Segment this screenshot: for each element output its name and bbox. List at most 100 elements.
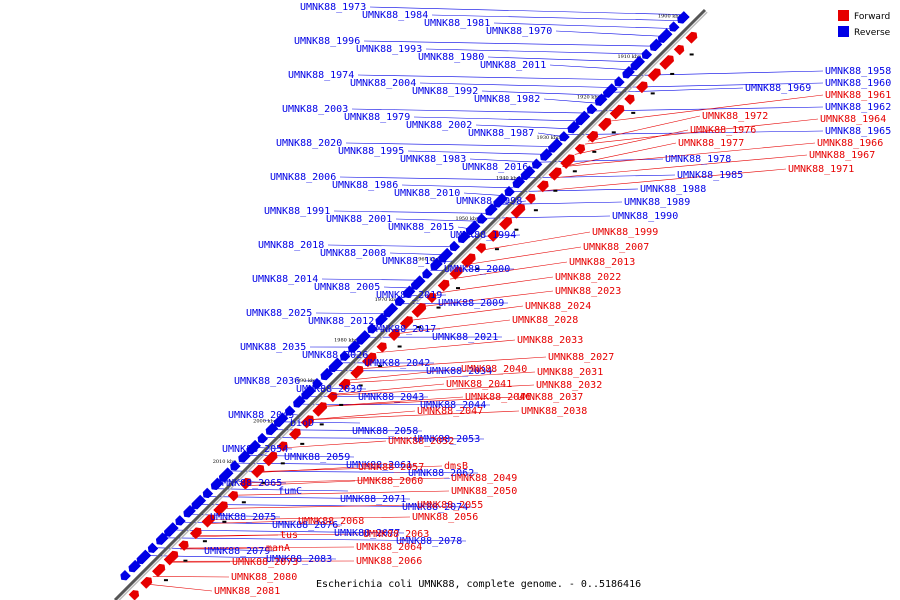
reverse-gene-label: UMNK88_2000 (444, 264, 510, 275)
gene-leader-line (376, 339, 516, 353)
forward-gene-label: UMNK88_2050 (451, 486, 517, 497)
forward-gene-label: dmsB (444, 461, 468, 472)
minor-feature (358, 384, 363, 387)
forward-gene (548, 167, 562, 181)
forward-gene-label: UMNK88_2055 (417, 500, 483, 511)
reverse-gene-label: UMNK88_2083 (266, 554, 332, 565)
minor-feature (319, 423, 324, 426)
forward-gene-label: UMNK88_2064 (356, 542, 422, 553)
reverse-gene (383, 302, 399, 318)
forward-gene-label: UMNK88_2028 (512, 315, 578, 326)
reverse-gene (339, 350, 351, 361)
forward-gene-label: UMNK88_2081 (214, 586, 280, 597)
forward-gene-label: UMNK88_2073 (232, 557, 298, 568)
reverse-gene (120, 569, 131, 581)
minor-feature (339, 403, 344, 406)
reverse-gene-label: UMNK88_1974 (288, 70, 354, 81)
gene-leader-line (587, 115, 701, 142)
forward-gene (659, 55, 674, 70)
minor-feature (475, 267, 480, 270)
forward-gene-label: UMNK88_2023 (555, 286, 621, 297)
gene-leader-line (413, 116, 580, 122)
forward-gene (487, 230, 500, 242)
minor-feature (650, 92, 655, 95)
legend-forward-label: Forward (854, 12, 890, 22)
forward-gene-label: UMNK88_2007 (583, 242, 649, 253)
gene-leader-line (481, 90, 606, 96)
genome-track: 1900 kbp 1910 kbp 1920 kbp 1930 kbp 1940 kbp… (113, 8, 708, 600)
gene-leader-line (205, 520, 297, 524)
gene-leader-line (281, 440, 387, 449)
gene-leader-line (322, 396, 516, 407)
reverse-gene (202, 487, 214, 499)
reverse-gene-label: UMNK88_1978 (665, 154, 731, 165)
minor-feature (378, 364, 383, 367)
gene-leader-line (209, 516, 411, 521)
reverse-gene (602, 83, 618, 98)
reverse-gene-label: UMNK88_1980 (418, 52, 484, 63)
forward-gene (673, 44, 685, 56)
reverse-gene-label: UMNK88_1969 (745, 83, 811, 94)
forward-gene (189, 527, 202, 540)
scale-tick-label: 1900 kbp (658, 14, 682, 20)
scale-tick-label: 2000 kbp (253, 418, 277, 424)
forward-gene (510, 203, 526, 219)
reverse-gene (410, 275, 426, 290)
reverse-gene (136, 549, 152, 565)
reverse-gene (531, 158, 543, 169)
reverse-gene-label: UMNK88_1983 (400, 154, 466, 165)
forward-gene (475, 243, 487, 254)
reverse-gene-label: UMNK88_2034 (426, 366, 492, 377)
reverse-gene-label: UMNK88_2025 (246, 308, 312, 319)
forward-gene (586, 130, 599, 143)
reverse-gene-label: UMNK88_2019 (376, 290, 442, 301)
gene-leader-line (551, 154, 808, 179)
reverse-gene (465, 220, 481, 236)
reverse-gene-label: UMNK88_1981 (424, 18, 490, 29)
scale-tick-label: 1910 kbp (617, 54, 641, 60)
gene-leader-line (478, 231, 591, 252)
reverse-gene (422, 268, 433, 279)
reverse-gene (175, 515, 186, 526)
gene-leader-line (608, 87, 744, 93)
forward-gene-label: UMNK88_2049 (451, 473, 517, 484)
gene-leader-line (333, 384, 535, 396)
reverse-gene-label: UMNK88_2076 (272, 520, 338, 531)
forward-gene (300, 415, 314, 429)
minor-feature (611, 131, 616, 134)
gene-leader-line (321, 278, 421, 281)
reverse-gene-label: UMNK88_2014 (252, 274, 318, 285)
reverse-gene-label: UMNK88_1986 (332, 180, 398, 191)
forward-gene (326, 391, 338, 403)
scale-tick-label: 1970 kbp (375, 297, 399, 303)
reverse-gene-label: UMNK88_1993 (356, 44, 422, 55)
reverse-gene-label: UMNK88_2009 (438, 298, 504, 309)
forward-gene (647, 68, 661, 82)
reverse-gene-label: fumC (278, 486, 302, 497)
gene-leader-line (431, 14, 681, 21)
scale-tick-label: 2010 kbp (213, 459, 237, 465)
forward-gene-label: UMNK88_2027 (548, 352, 614, 363)
reverse-gene (191, 494, 207, 510)
reverse-gene-label: UMNK88_2053 (414, 434, 480, 445)
forward-gene-label: UMNK88_2052 (388, 436, 454, 447)
reverse-gene-label: UMNK88_1992 (412, 86, 478, 97)
forward-gene (288, 428, 301, 441)
gene-leader-line (339, 176, 521, 181)
reverse-gene-label: UMNK88_1979 (344, 112, 410, 123)
gene-leader-line (296, 403, 491, 406)
reverse-gene-label: UMNK88_1984 (362, 10, 428, 21)
gene-leader-line (469, 158, 539, 163)
gene-leader-line (246, 477, 450, 484)
gene-leader-line (360, 356, 547, 370)
gene-leader-line (181, 546, 355, 549)
forward-gene (460, 253, 476, 269)
gene-leader-line (351, 108, 588, 114)
scale-tick-label: 1990 kbp (294, 378, 318, 384)
gene-leader-line (395, 319, 511, 335)
scale-tick-label: 1920 kbp (577, 95, 601, 101)
gene-leader-line (482, 215, 611, 219)
gene-leader-line (493, 22, 673, 29)
reverse-gene (677, 11, 690, 24)
